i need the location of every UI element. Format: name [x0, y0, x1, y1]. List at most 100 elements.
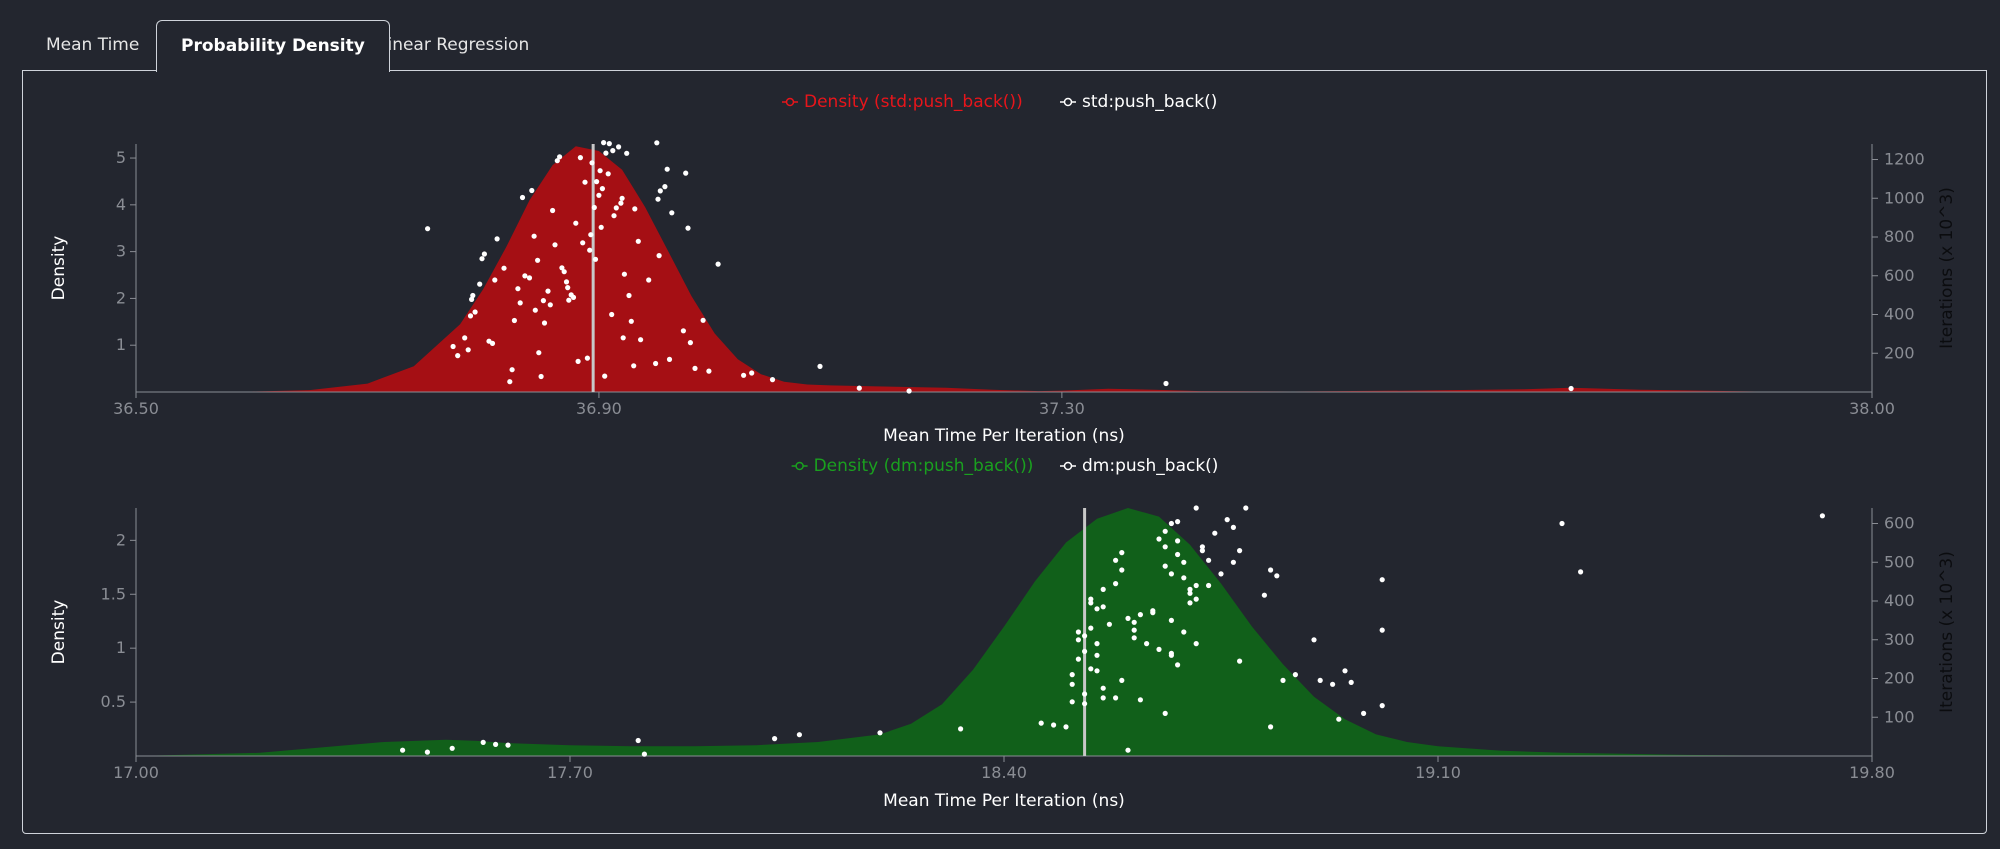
y-tick-label: 5 [116, 148, 126, 167]
sample-point [535, 257, 541, 263]
sample-point [1038, 720, 1044, 726]
sample-point [1088, 596, 1094, 602]
y2-tick-label: 200 [1884, 669, 1915, 688]
x-tick-label: 19.80 [1849, 763, 1895, 782]
sample-point [1187, 600, 1193, 606]
sample-point [1131, 635, 1137, 641]
sample-point [1261, 592, 1267, 598]
sample-point [587, 247, 593, 253]
sample-point [1082, 701, 1088, 707]
sample-point [635, 737, 641, 744]
legend: Density (dm:push_back()) dm:push_back() [791, 456, 1218, 476]
sample-point [424, 749, 430, 755]
sample-point [1317, 677, 1323, 684]
x-tick-label: 17.70 [547, 763, 593, 782]
sample-point [1113, 557, 1119, 563]
sample-point [1168, 520, 1174, 527]
sample-point [559, 265, 565, 271]
sample-point [1137, 612, 1143, 618]
sample-point [611, 213, 617, 219]
legend-label: Density (dm:push_back()) [814, 456, 1034, 476]
tab-mean-time[interactable]: Mean Time [46, 35, 140, 55]
sample-point [1361, 710, 1367, 717]
sample-point [1162, 563, 1168, 569]
sample-point [1311, 637, 1317, 643]
x-axis-label: Mean Time Per Iteration (ns) [883, 426, 1125, 446]
legend-label: dm:push_back() [1082, 456, 1218, 476]
sample-point [531, 233, 537, 239]
sample-point [769, 377, 776, 383]
sample-point [606, 141, 612, 147]
y2-tick-label: 400 [1884, 591, 1915, 610]
sample-point [1206, 557, 1212, 563]
sample-point [662, 184, 668, 190]
sample-point [501, 265, 507, 271]
sample-point [685, 225, 691, 231]
y2-tick-label: 600 [1884, 514, 1915, 533]
sample-point [1237, 658, 1243, 664]
sample-point [772, 736, 778, 742]
sample-point [1168, 617, 1174, 624]
y-axis-label: Density [49, 600, 69, 665]
sample-point [526, 275, 533, 281]
tab-linear-regression[interactable]: Linear Regression [378, 35, 530, 55]
sample-point [1088, 625, 1094, 631]
sample-point [1082, 648, 1088, 655]
sample-point [1100, 604, 1106, 610]
sample-point [741, 372, 747, 378]
sample-point [655, 196, 661, 202]
sample-point [599, 186, 606, 192]
sample-point [550, 207, 556, 214]
x-axis-label: Mean Time Per Iteration (ns) [883, 791, 1125, 811]
sample-point [619, 195, 625, 201]
sample-point [1113, 581, 1119, 587]
y-tick-label: 4 [116, 195, 126, 214]
y2-tick-label: 1200 [1884, 150, 1925, 169]
sample-point [620, 335, 626, 341]
sample-point [605, 171, 611, 177]
y2-tick-label: 600 [1884, 266, 1915, 285]
sample-point [1082, 633, 1088, 639]
sample-point [1212, 530, 1218, 536]
sample-point [664, 166, 670, 172]
sample-point [1274, 573, 1280, 579]
sample-point [683, 170, 689, 176]
sample-point [505, 742, 511, 748]
sample-point [594, 179, 600, 185]
sample-point [1218, 571, 1224, 577]
sample-point [700, 317, 706, 323]
sample-point [1379, 627, 1385, 633]
sample-point [538, 373, 544, 380]
sample-point [1088, 600, 1094, 606]
chart-2: 17.00 17.70 18.40 19.10 19.80 0.5 1 1.5 2 100 200 3… [49, 456, 1957, 811]
sample-point [597, 168, 603, 174]
y-tick-label: 2 [116, 288, 126, 307]
sample-point [492, 277, 498, 283]
sample-point [1819, 513, 1825, 519]
sample-point [1199, 548, 1205, 554]
sample-point [1162, 544, 1168, 550]
y-axis-label: Density [49, 236, 69, 301]
sample-point [493, 741, 499, 748]
sample-point [450, 343, 456, 350]
sample-point [540, 298, 547, 304]
sample-point [1181, 629, 1187, 635]
sample-point [1342, 668, 1348, 674]
sample-point [1125, 747, 1131, 753]
tab-probability-density[interactable]: Probability Density [156, 20, 390, 72]
sample-point [479, 256, 485, 262]
sample-point [638, 337, 644, 343]
sample-point [509, 367, 515, 373]
sample-point [547, 302, 553, 308]
sample-point [1131, 619, 1137, 625]
sample-point [1199, 544, 1205, 550]
x-tick-label: 36.50 [113, 399, 159, 418]
sample-point [536, 350, 542, 356]
sample-point [1280, 677, 1286, 684]
sample-point [1379, 703, 1385, 709]
y2-tick-label: 300 [1884, 630, 1915, 649]
x-tick-label: 19.10 [1415, 763, 1461, 782]
legend-swatch-marker [1063, 461, 1073, 471]
sample-point [628, 318, 634, 324]
sample-point [1175, 538, 1181, 544]
